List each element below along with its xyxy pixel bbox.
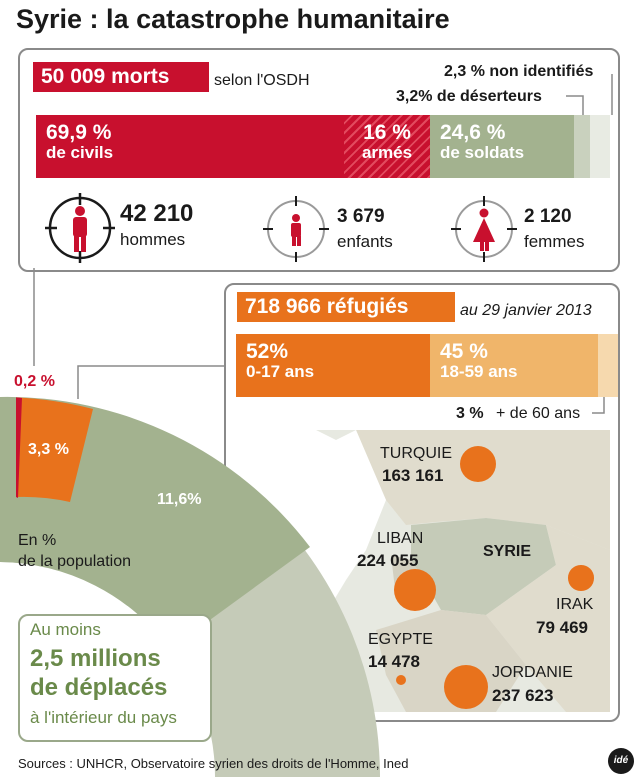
refugees-label-0: 0-17 ans <box>246 362 315 382</box>
country-bubble-egypte <box>395 674 407 686</box>
child-target-icon <box>263 196 329 262</box>
jordan-name: JORDANIE <box>492 664 573 681</box>
iraq-value: 79 469 <box>536 618 588 637</box>
syria-label: SYRIE <box>483 543 532 560</box>
woman-target-icon <box>451 196 517 262</box>
refugees-date: au 29 janvier 2013 <box>460 302 592 319</box>
deaths-total-badge: 50 009 morts <box>33 62 209 92</box>
egypt-value: 14 478 <box>368 652 420 671</box>
over60-leader-line <box>592 397 605 414</box>
women-count: 2 120 <box>524 206 572 227</box>
country-bubble-liban <box>393 568 437 612</box>
deaths-label-0: de civils <box>46 143 114 163</box>
men-label: hommes <box>120 230 186 249</box>
population-caption-line2: de la population <box>18 553 131 570</box>
jordan-value: 237 623 <box>492 686 554 705</box>
displaced-pop-pct: 3,3 % <box>28 441 69 458</box>
children-label: enfants <box>337 232 393 251</box>
deaths-segment-3 <box>574 115 594 178</box>
country-bubble-jordanie <box>444 665 488 709</box>
deaths-segment-2: 24,6 % de soldats <box>430 115 574 178</box>
deaths-segment-4 <box>590 115 610 178</box>
turkey-name: TURQUIE <box>380 445 452 462</box>
children-count: 3 679 <box>337 206 385 227</box>
man-target-icon <box>45 193 115 263</box>
displaced-line1: Au moins <box>30 620 101 639</box>
other-pop-pct: 11,6% <box>157 491 202 508</box>
sources-note: Sources : UNHCR, Observatoire syrien des… <box>18 756 409 771</box>
deaths-label-1: armés <box>361 143 413 163</box>
over60-pct: 3 % <box>456 405 484 422</box>
refugee-pop-pct: 0,2 % <box>14 373 55 390</box>
over60-label: + de 60 ans <box>496 405 581 422</box>
displaced-panel <box>18 614 212 742</box>
deaths-segment-0: 69,9 % de civils <box>36 115 344 178</box>
deaths-pct-label-2: 24,6 % <box>440 121 506 144</box>
deaths-segment-1: 16 % armés <box>344 115 430 178</box>
deaths-source: selon l'OSDH <box>214 72 310 89</box>
iraq-name: IRAK <box>556 596 594 613</box>
refugees-total-badge: 718 966 réfugiés <box>237 292 455 322</box>
refugees-segment-2 <box>598 334 618 397</box>
refugees-label-1: 18-59 ans <box>440 362 518 382</box>
deaths-pct-label-1: 16 % <box>363 121 411 144</box>
displaced-line4: à l'intérieur du pays <box>30 708 177 727</box>
deaths-pct-label-0: 69,9 % <box>46 121 112 144</box>
refugees-pct-label-0: 52% <box>246 340 289 363</box>
egypt-name: EGYPTE <box>368 631 433 648</box>
women-label: femmes <box>524 232 585 251</box>
displaced-line2: 2,5 millions <box>30 645 161 672</box>
refugees-segment-1: 45 % 18-59 ans <box>430 334 598 397</box>
deaths-bar: 69,9 % de civils 16 % armés 24,6 % de soldats <box>36 115 610 178</box>
men-count: 42 210 <box>120 200 194 227</box>
lebanon-value: 224 055 <box>357 551 419 570</box>
deserters-label: 3,2% de déserteurs <box>396 88 542 105</box>
lebanon-name: LIBAN <box>377 530 424 547</box>
turkey-value: 163 161 <box>382 466 444 485</box>
population-caption-line1: En % <box>18 532 57 549</box>
country-bubble-turquie <box>459 445 497 483</box>
refugees-bar: 52% 0-17 ans 45 % 18-59 ans <box>236 334 618 397</box>
refugees-pct-label-1: 45 % <box>440 340 488 363</box>
arc-refugee-segment <box>16 397 22 498</box>
publisher-logo: idé <box>608 748 634 774</box>
population-arc-chart <box>0 396 380 777</box>
deaths-leader-lines <box>566 74 613 115</box>
logo-text: idé <box>613 755 629 766</box>
arc-displaced-segment <box>16 397 93 502</box>
unidentified-label: 2,3 % non identifiés <box>444 63 594 80</box>
displaced-line3: de déplacés <box>30 674 168 701</box>
country-bubble-irak <box>568 565 594 591</box>
deaths-label-2: de soldats <box>440 143 525 163</box>
refugees-segment-0: 52% 0-17 ans <box>236 334 430 397</box>
page-title: Syrie : la catastrophe humanitaire <box>16 4 450 34</box>
